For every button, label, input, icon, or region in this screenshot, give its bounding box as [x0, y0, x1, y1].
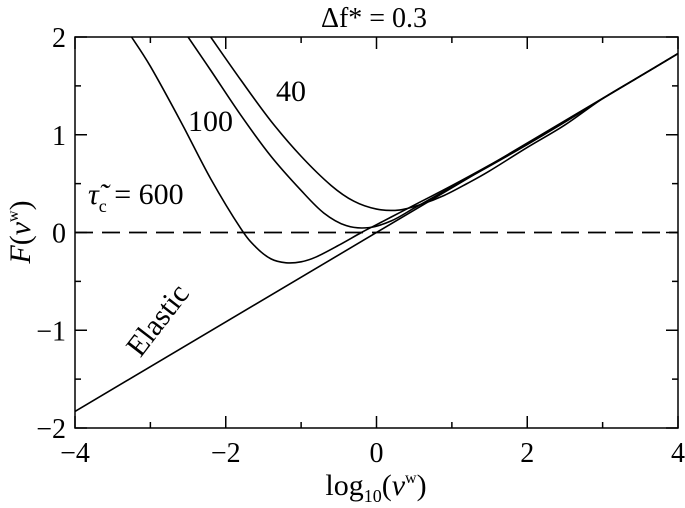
y-axis-label: F(νw): [4, 200, 37, 264]
y-tick-label: 0: [52, 219, 66, 250]
series-line-40: [210, 37, 678, 212]
y-tick-label: 2: [52, 23, 66, 54]
chart-title: Δf* = 0.3: [321, 3, 427, 34]
x-tick-label: 2: [520, 438, 534, 469]
y-tick-label: 1: [52, 121, 66, 152]
x-tick-label: −2: [211, 438, 241, 469]
curve-label-600: τ̃c = 600: [88, 178, 184, 216]
x-tick-label: −4: [60, 438, 90, 469]
series-layer: [75, 37, 678, 413]
x-tick-label: 0: [370, 438, 384, 469]
curve-label-100: 100: [188, 105, 233, 138]
curve-label-elastic: Elastic: [120, 278, 196, 363]
x-axis-label: log10(νw): [325, 469, 426, 506]
x-tick-label: 4: [671, 438, 685, 469]
curve-labels-layer: 40 100 τ̃c = 600 Elastic: [88, 75, 306, 363]
y-tick-label: −2: [36, 414, 66, 445]
curve-label-40: 40: [276, 75, 306, 108]
series-line-600: [130, 37, 678, 264]
y-tick-label: −1: [36, 316, 66, 347]
